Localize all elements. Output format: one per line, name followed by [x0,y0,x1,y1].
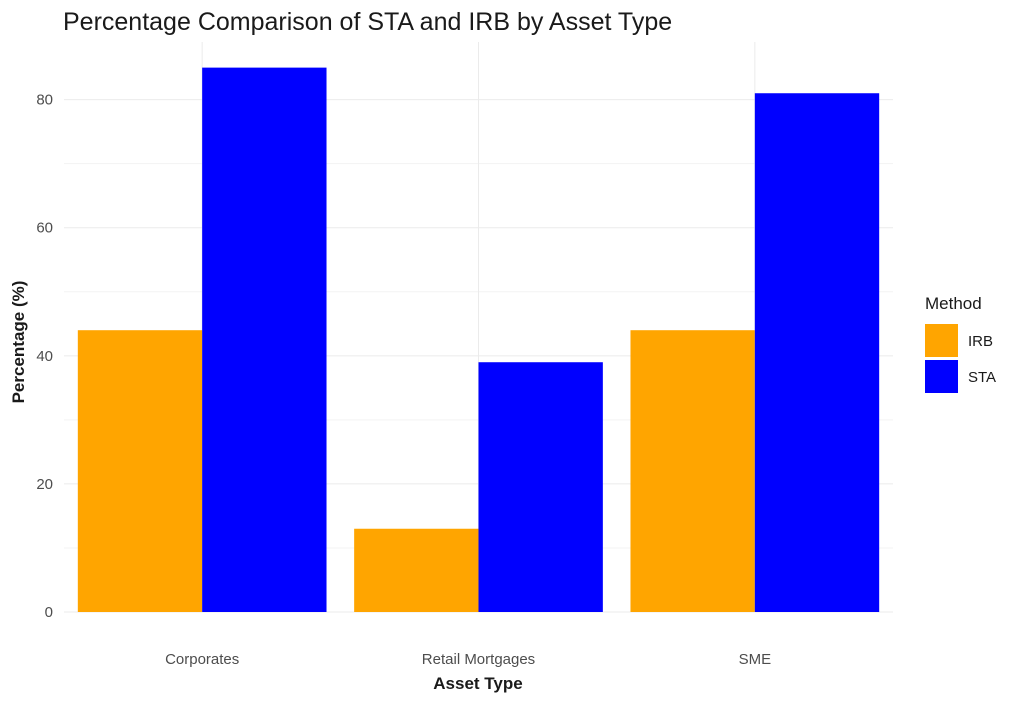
y-axis-title: Percentage (%) [9,281,28,404]
y-tick-label: 80 [36,92,53,109]
bar-irb-sme [630,330,755,612]
y-tick-label: 20 [36,476,53,493]
y-tick-label: 0 [45,604,53,621]
x-axis-ticks: Corporates Retail Mortgages SME [165,651,771,668]
x-tick-label: SME [739,651,772,668]
legend-label-irb: IRB [968,333,993,350]
chart-title: Percentage Comparison of STA and IRB by … [63,8,672,36]
bar-sta-corporates [202,67,327,612]
legend-title: Method [925,294,982,313]
x-tick-label: Corporates [165,651,239,668]
bars [77,67,880,612]
y-tick-label: 60 [36,220,53,237]
legend: Method IRB STA [925,294,996,393]
x-tick-label: Retail Mortgages [422,651,535,668]
bar-sta-sme [754,93,880,612]
y-tick-label: 40 [36,348,53,365]
legend-key-irb [925,324,958,357]
bar-irb-retail-mortgages [354,528,479,612]
y-axis-ticks: 0 20 40 60 80 [36,92,53,621]
x-axis-title: Asset Type [433,674,522,693]
bar-irb-corporates [77,330,203,612]
bar-sta-retail-mortgages [478,362,603,612]
legend-key-sta [925,360,958,393]
legend-label-sta: STA [968,369,996,386]
